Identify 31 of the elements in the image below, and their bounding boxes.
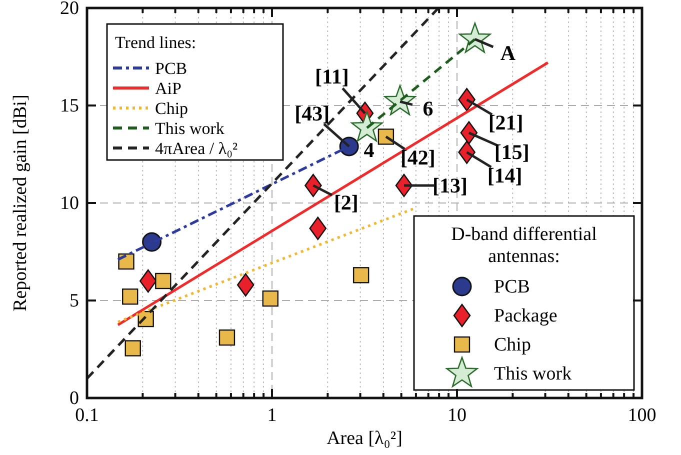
annotation: [21] bbox=[488, 110, 524, 135]
annotation: [13] bbox=[432, 173, 468, 198]
legend-label: This work bbox=[155, 119, 225, 138]
legend-label: Chip bbox=[494, 334, 531, 356]
legend-label: PCB bbox=[155, 59, 188, 78]
annotation: [15] bbox=[494, 140, 530, 164]
legend-label: AiP bbox=[155, 79, 182, 98]
text: D-band differential antennas: bbox=[451, 224, 597, 267]
y-tick-label: 5 bbox=[70, 290, 79, 312]
y-axis-title: Reported realized gain [dBi] bbox=[10, 94, 31, 312]
y-tick-label: 10 bbox=[60, 193, 79, 214]
x-tick-label: 10 bbox=[448, 405, 466, 426]
annotation: [14] bbox=[487, 163, 522, 188]
annotation: 6 bbox=[422, 96, 434, 121]
x-axis-title: Area [λ₀²] bbox=[326, 428, 402, 449]
y-tick-label: 20 bbox=[60, 0, 79, 19]
legend-label: PCB bbox=[494, 276, 530, 298]
legend-label: Package bbox=[494, 306, 558, 326]
annotation: [11] bbox=[315, 64, 349, 88]
legend-label: 4πArea / λ₀² bbox=[155, 139, 238, 158]
x-tick-label: 1 bbox=[267, 405, 277, 426]
annotation: [43] bbox=[294, 101, 330, 126]
annotation: A bbox=[500, 41, 516, 66]
annotation: [42] bbox=[400, 146, 436, 170]
annotation: [2] bbox=[334, 190, 358, 214]
legend-label: Chip bbox=[155, 99, 188, 118]
legend-label: This work bbox=[494, 364, 572, 384]
text: Trend lines: bbox=[115, 33, 196, 52]
y-tick-label: 15 bbox=[60, 96, 79, 116]
x-tick-label: 100 bbox=[628, 405, 656, 426]
annotation: 4 bbox=[364, 138, 375, 162]
